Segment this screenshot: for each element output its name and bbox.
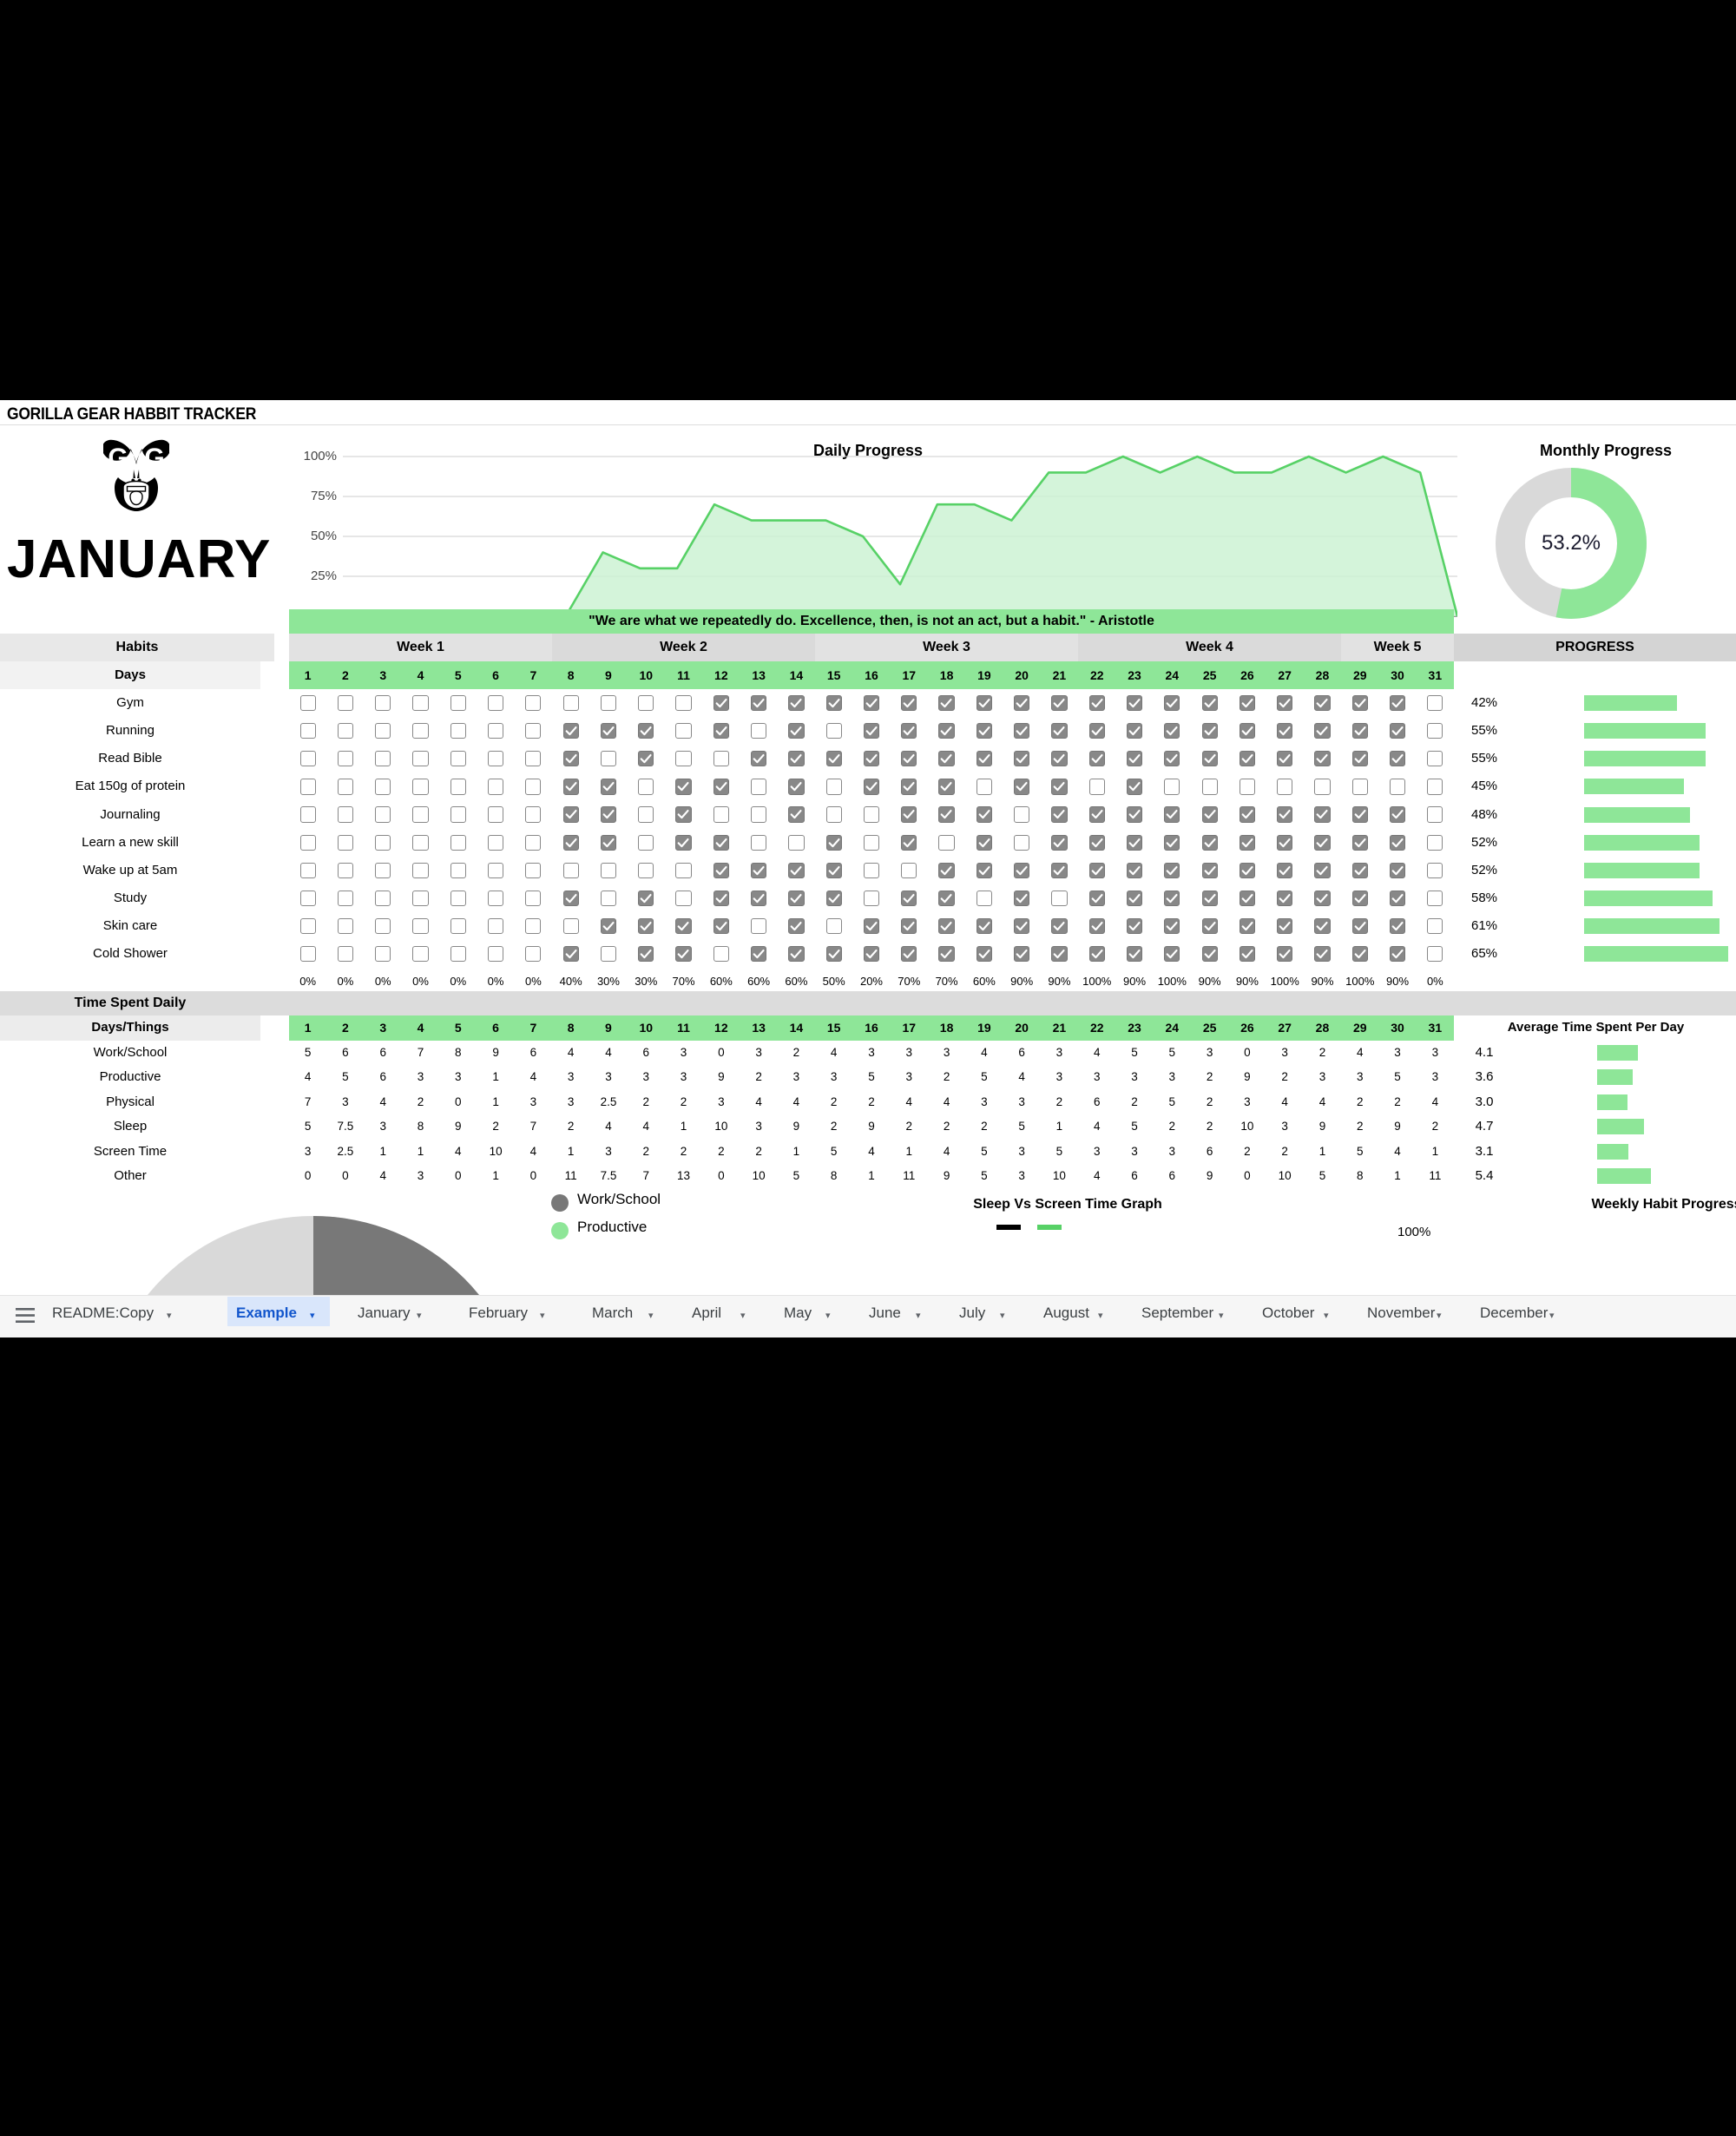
svg-text:53.2%: 53.2%	[1542, 531, 1601, 555]
svg-text:50%: 50%	[311, 529, 337, 543]
svg-text:100%: 100%	[304, 449, 337, 463]
svg-text:25%: 25%	[311, 569, 337, 583]
svg-text:75%: 75%	[311, 489, 337, 503]
